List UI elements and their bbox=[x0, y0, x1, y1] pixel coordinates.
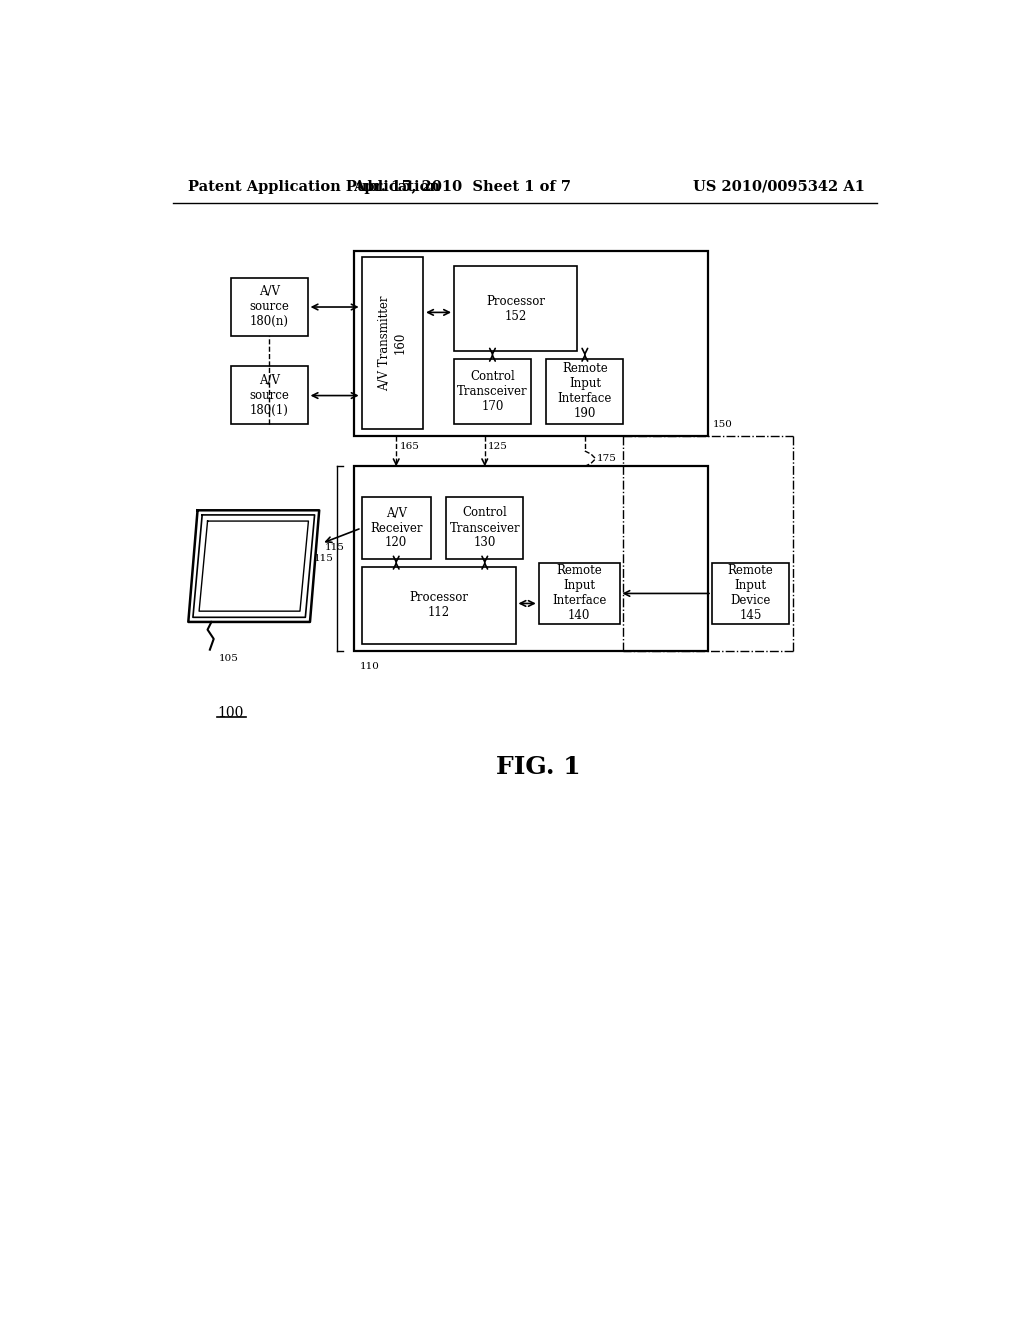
Bar bbox=[361, 257, 423, 429]
Bar bbox=[547, 359, 624, 424]
Text: Remote
Input
Interface
140: Remote Input Interface 140 bbox=[552, 565, 606, 623]
Text: 165: 165 bbox=[399, 442, 419, 450]
Text: Control
Transceiver
130: Control Transceiver 130 bbox=[450, 507, 520, 549]
Bar bbox=[539, 562, 620, 624]
Text: A/V
source
180(n): A/V source 180(n) bbox=[249, 285, 289, 329]
Text: US 2010/0095342 A1: US 2010/0095342 A1 bbox=[692, 180, 864, 194]
Bar bbox=[230, 367, 307, 424]
Text: 105: 105 bbox=[219, 655, 239, 664]
Text: A/V Transmitter
160: A/V Transmitter 160 bbox=[378, 296, 407, 391]
Bar bbox=[354, 466, 708, 651]
Text: Remote
Input
Device
145: Remote Input Device 145 bbox=[727, 565, 773, 623]
Text: 115: 115 bbox=[325, 543, 345, 552]
Text: Processor
152: Processor 152 bbox=[486, 294, 545, 322]
Bar bbox=[454, 359, 531, 424]
Bar bbox=[230, 277, 307, 335]
Text: 100: 100 bbox=[217, 706, 244, 719]
Bar bbox=[354, 251, 708, 436]
Text: FIG. 1: FIG. 1 bbox=[497, 755, 581, 779]
Polygon shape bbox=[188, 511, 319, 622]
Text: Patent Application Publication: Patent Application Publication bbox=[188, 180, 440, 194]
Text: 125: 125 bbox=[487, 442, 508, 450]
Bar bbox=[454, 267, 578, 351]
Text: 110: 110 bbox=[360, 663, 380, 671]
Text: A/V
Receiver
120: A/V Receiver 120 bbox=[370, 507, 423, 549]
Text: Apr. 15, 2010  Sheet 1 of 7: Apr. 15, 2010 Sheet 1 of 7 bbox=[352, 180, 570, 194]
Text: Control
Transceiver
170: Control Transceiver 170 bbox=[457, 370, 527, 413]
Bar bbox=[361, 498, 431, 558]
Text: Remote
Input
Interface
190: Remote Input Interface 190 bbox=[558, 362, 612, 420]
Text: 115: 115 bbox=[314, 554, 334, 564]
Bar bbox=[361, 566, 515, 644]
Text: A/V
source
180(1): A/V source 180(1) bbox=[249, 374, 289, 417]
Text: Processor
112: Processor 112 bbox=[409, 591, 468, 619]
Bar bbox=[446, 498, 523, 558]
Text: 175: 175 bbox=[597, 454, 617, 463]
Bar bbox=[712, 562, 788, 624]
Text: 150: 150 bbox=[713, 421, 732, 429]
